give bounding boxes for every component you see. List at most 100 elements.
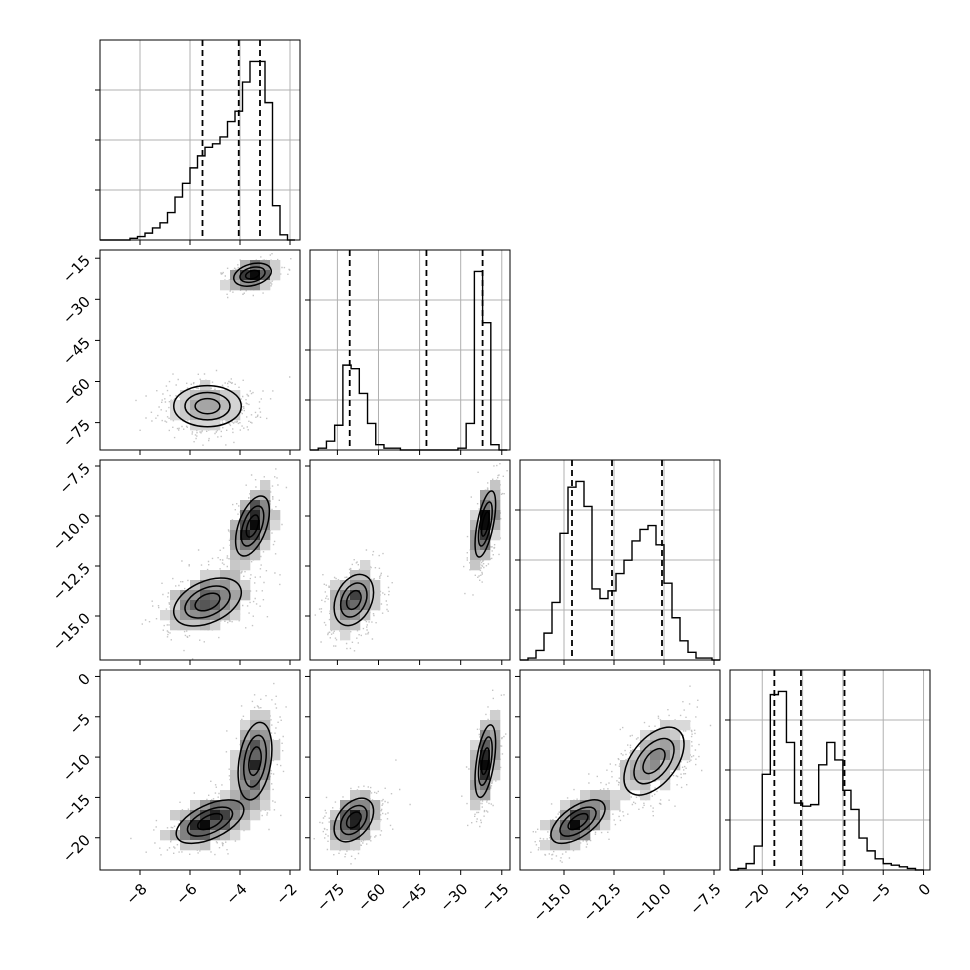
density-cell — [350, 790, 361, 801]
density-cell — [340, 830, 351, 841]
density-cell — [200, 390, 211, 401]
density-cell — [200, 400, 211, 411]
density-cell — [560, 810, 571, 821]
joint-panel-p1-p2 — [99, 249, 301, 451]
y-tick-label-p3-2: −10.0 — [49, 509, 94, 554]
density-cell — [210, 570, 221, 581]
x-tick-label-p2-3: −30 — [436, 880, 471, 915]
density-cell — [220, 570, 231, 581]
histogram-p4 — [730, 690, 924, 871]
density-cell — [480, 750, 491, 761]
density-cell — [170, 620, 181, 631]
x-tick-label-p4-0: −20 — [738, 880, 773, 915]
contour-1-0 — [194, 592, 221, 612]
density-cell — [230, 810, 241, 821]
contour-1-0 — [567, 812, 589, 831]
density-cell — [260, 800, 271, 811]
density-cell — [330, 620, 341, 631]
density-cell — [250, 550, 261, 561]
histogram-panel-p2 — [305, 249, 511, 451]
density-cell — [230, 610, 241, 621]
density-cell — [220, 390, 231, 401]
density-cell — [480, 720, 491, 731]
density-cell — [240, 520, 251, 531]
density-cell — [250, 810, 261, 821]
density-cell — [340, 810, 351, 821]
density-cell — [370, 580, 381, 591]
density-cell — [210, 590, 221, 601]
contour-0-0 — [480, 511, 490, 537]
density-cell — [580, 810, 591, 821]
density-cell — [560, 800, 571, 811]
density-cell — [190, 620, 201, 631]
density-cell — [200, 580, 211, 591]
density-cell — [210, 400, 221, 411]
density-cell — [170, 610, 181, 621]
density-cell — [570, 840, 581, 851]
density-cell — [550, 830, 561, 841]
density-cell — [240, 800, 251, 811]
density-cell — [560, 830, 571, 841]
x-tick-label-p2-2: −45 — [395, 880, 430, 915]
density-cell — [250, 270, 261, 281]
density-cell — [240, 720, 251, 731]
contour-0-2 — [233, 262, 273, 287]
density-cell — [330, 590, 341, 601]
contour-1-2 — [172, 577, 243, 627]
density-cell — [250, 750, 261, 761]
density-cell — [180, 820, 191, 831]
density-cell — [210, 600, 221, 611]
density-cell — [190, 840, 201, 851]
density-cell — [360, 830, 371, 841]
contour-1-0 — [345, 589, 362, 611]
density-cell — [180, 840, 191, 851]
density-cell — [650, 730, 661, 741]
density-cell — [480, 730, 491, 741]
contour-0-0 — [245, 514, 260, 538]
density-cell — [470, 550, 481, 561]
density-cell — [350, 830, 361, 841]
density-cell — [260, 500, 271, 511]
density-cell — [250, 730, 261, 741]
joint-panel-p1-p4 — [99, 669, 301, 871]
histogram-p1 — [100, 60, 295, 241]
y-tick-label-p2-2: −45 — [59, 334, 94, 369]
y-tick-label-p2-1: −60 — [59, 375, 94, 410]
density-cell — [640, 790, 651, 801]
y-tick-label-p2-4: −15 — [59, 252, 94, 287]
panel-frame — [99, 39, 301, 241]
density-cell — [240, 550, 251, 561]
density-cell — [200, 820, 211, 831]
y-tick-label-p2-3: −30 — [59, 293, 94, 328]
density-cell — [270, 750, 281, 761]
density-cell — [260, 790, 271, 801]
density-cell — [480, 780, 491, 791]
panel-frame — [99, 249, 301, 451]
density-cell — [240, 500, 251, 511]
density-cell — [240, 820, 251, 831]
y-tick-label-p4-2: −10 — [59, 750, 94, 785]
contour-1-2 — [550, 799, 606, 845]
density-cell — [650, 750, 661, 761]
density-cell — [220, 800, 231, 811]
density-cell — [640, 760, 651, 771]
x-tick-label-p4-1: −15 — [778, 880, 813, 915]
density-cell — [340, 630, 351, 641]
density-cell — [570, 810, 581, 821]
density-cell — [240, 530, 251, 541]
density-cell — [260, 480, 271, 491]
x-tick-label-p3-3: −7.5 — [686, 880, 724, 918]
density-cell — [220, 580, 231, 591]
density-cell — [210, 810, 221, 821]
x-tick-label-p2-1: −60 — [354, 880, 389, 915]
density-cell — [250, 740, 261, 751]
density-cell — [220, 280, 231, 291]
density-cell — [210, 800, 221, 811]
x-tick-label-p1-2: −4 — [222, 880, 250, 908]
density-cell — [650, 740, 661, 751]
x-tick-label-p1-3: −2 — [272, 880, 300, 908]
contour-1-1 — [184, 391, 231, 421]
histogram-p3 — [520, 480, 720, 661]
contour-0-0 — [642, 747, 666, 775]
contour-0-0 — [244, 269, 261, 280]
